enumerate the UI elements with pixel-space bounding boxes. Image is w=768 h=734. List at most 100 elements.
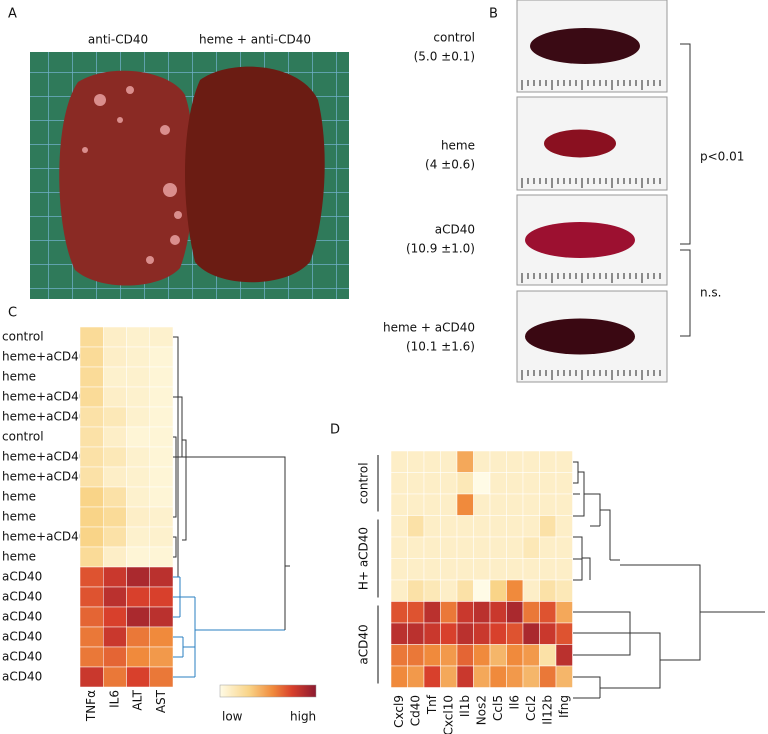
heatmap-cell <box>149 366 174 388</box>
row-label: heme+aCD40 <box>2 410 86 424</box>
heatmap-cell <box>555 558 573 581</box>
heatmap-cell <box>79 526 104 548</box>
column-label: AST <box>154 689 168 713</box>
heatmap-cell <box>440 601 458 624</box>
heatmap-cell <box>390 558 408 581</box>
heatmap-cell <box>126 486 150 508</box>
row-label: heme+aCD40 <box>2 350 86 364</box>
heatmap-cell <box>149 486 174 508</box>
heatmap-cell <box>539 644 557 667</box>
heatmap-cell <box>440 622 458 645</box>
row-label: aCD40 <box>2 590 42 604</box>
spleen-photos: control (5.0 ±0.1) heme (4 ±0.6) aCD40 (10.9 … <box>383 0 668 383</box>
heatmap-cell <box>539 558 557 581</box>
sample-weight: (5.0 ±0.1) <box>414 50 475 64</box>
heatmap-cell <box>555 665 573 688</box>
column-label: Ccl5 <box>491 695 505 721</box>
heatmap-cell <box>489 536 507 559</box>
row-label: heme <box>2 370 36 384</box>
heatmap-cell <box>440 558 458 581</box>
panel-label: D <box>330 423 340 438</box>
heatmap-cell <box>407 601 425 624</box>
significance: p<0.01 <box>700 150 744 164</box>
panel-label: A <box>8 7 17 22</box>
heatmap-cell <box>126 626 150 648</box>
heatmap-cell <box>506 558 524 581</box>
heatmap-cell <box>149 446 174 468</box>
heatmap-cell <box>539 579 557 602</box>
heatmap-cell <box>79 386 104 408</box>
heatmap-cell <box>522 515 540 538</box>
column-label: Il12b <box>540 695 554 725</box>
heatmap-cell <box>522 536 540 559</box>
heatmap-cell <box>440 579 458 602</box>
liver-photo <box>30 52 349 299</box>
column-label: Cxcl9 <box>392 695 406 728</box>
heatmap-cell <box>489 601 507 624</box>
heatmap-cell <box>555 472 573 495</box>
heatmap-cell <box>79 646 104 668</box>
heatmap-cell <box>440 450 458 473</box>
heatmap-cell <box>489 665 507 688</box>
heatmap-cell <box>440 536 458 559</box>
heatmap-cell <box>423 450 441 473</box>
heatmap-cell <box>555 579 573 602</box>
heatmap-cell <box>390 622 408 645</box>
group-label: aCD40 <box>357 624 371 664</box>
heatmap-cell <box>506 450 524 473</box>
heatmap-cell <box>539 450 557 473</box>
heatmap-cell <box>407 450 425 473</box>
heatmap-cell <box>440 515 458 538</box>
row-label: heme+aCD40 <box>2 450 86 464</box>
heatmap-cell <box>103 386 127 408</box>
heatmap-cell <box>423 644 441 667</box>
column-label: Il1b <box>458 695 472 717</box>
group-label: control <box>357 462 371 504</box>
heatmap-cell <box>149 566 174 588</box>
heatmap-cell <box>149 466 174 488</box>
heatmap-cell <box>126 466 150 488</box>
heatmap-cell <box>506 493 524 516</box>
heatmap-cell <box>390 579 408 602</box>
row-label: aCD40 <box>2 650 42 664</box>
heatmap-cell <box>407 536 425 559</box>
heatmap-cell <box>473 644 491 667</box>
panel-label: B <box>489 7 498 22</box>
heatmap-cell <box>423 601 441 624</box>
heatmap-cell <box>79 466 104 488</box>
heatmap-cell <box>407 515 425 538</box>
heatmap-cell <box>506 665 524 688</box>
heatmap-cell <box>456 493 474 516</box>
heatmap-cell <box>149 646 174 668</box>
heatmap-cell <box>506 579 524 602</box>
photo-label: anti-CD40 <box>88 33 148 47</box>
heatmap-cell <box>489 493 507 516</box>
row-label: heme <box>2 490 36 504</box>
heatmap-cell <box>555 644 573 667</box>
heatmap-cell <box>489 579 507 602</box>
heatmap-cell <box>440 472 458 495</box>
heatmap-cell <box>149 546 174 568</box>
heatmap-cell <box>103 666 127 688</box>
heatmap-cell <box>103 326 127 348</box>
heatmap-cell <box>489 472 507 495</box>
heatmap-cell <box>539 536 557 559</box>
heatmap-cell <box>522 472 540 495</box>
heatmap-cell <box>103 446 127 468</box>
heatmap-cell <box>522 644 540 667</box>
heatmap-cell <box>79 326 104 348</box>
heatmap-cell <box>489 644 507 667</box>
heatmap-cell <box>473 450 491 473</box>
heatmap-cell <box>440 665 458 688</box>
spleen <box>525 222 635 258</box>
heatmap-cell <box>506 622 524 645</box>
heatmap-cell <box>103 506 127 528</box>
heatmap-cell <box>126 586 150 608</box>
heatmap-cell <box>522 601 540 624</box>
column-label: Tnf <box>425 694 439 715</box>
heatmap-cell <box>456 472 474 495</box>
heatmap-cell <box>456 622 474 645</box>
heatmap-cell <box>407 644 425 667</box>
